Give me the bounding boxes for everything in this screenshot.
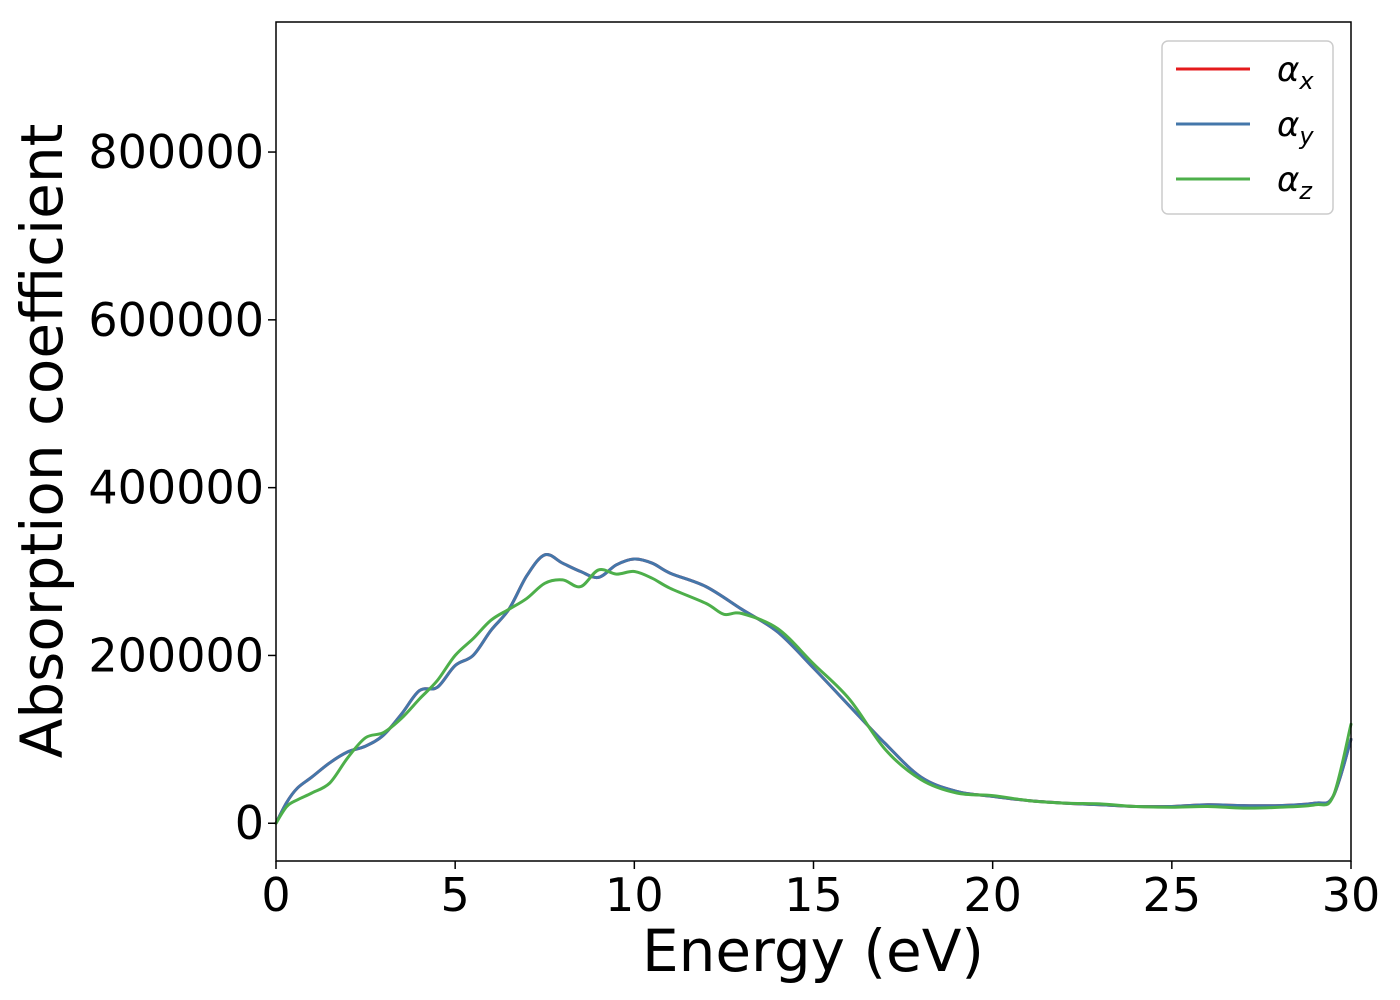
y-tick-label: 0 [235,796,264,850]
y-axis-title: Absorption coefficient [8,124,76,759]
series-layer [274,552,1353,825]
x-axis-title: Energy (eV) [642,917,984,985]
x-tick-label: 30 [1322,868,1381,922]
x-ticks: 0 5 10 15 20 25 30 [261,861,1380,922]
y-tick-label: 400000 [88,461,264,515]
legend-label-x: αx [1277,50,1314,95]
x-tick-label: 10 [605,868,664,922]
y-tick-label: 800000 [88,125,264,179]
x-tick-label: 25 [1143,868,1202,922]
y-tick-label: 600000 [88,293,264,347]
x-tick-label: 0 [261,868,290,922]
legend-label-y: αy [1277,105,1314,150]
legend-label-z: αz [1277,160,1313,205]
series-line-z [274,567,1353,825]
series-line-y [274,552,1353,825]
x-tick-label: 20 [963,868,1022,922]
legend-box [1161,40,1334,215]
legend: αx αy αz [1161,40,1334,215]
x-tick-label: 15 [784,868,843,922]
x-tick-label: 5 [441,868,470,922]
y-ticks: 0 200000 400000 600000 800000 [88,125,276,850]
y-tick-label: 200000 [88,628,264,682]
